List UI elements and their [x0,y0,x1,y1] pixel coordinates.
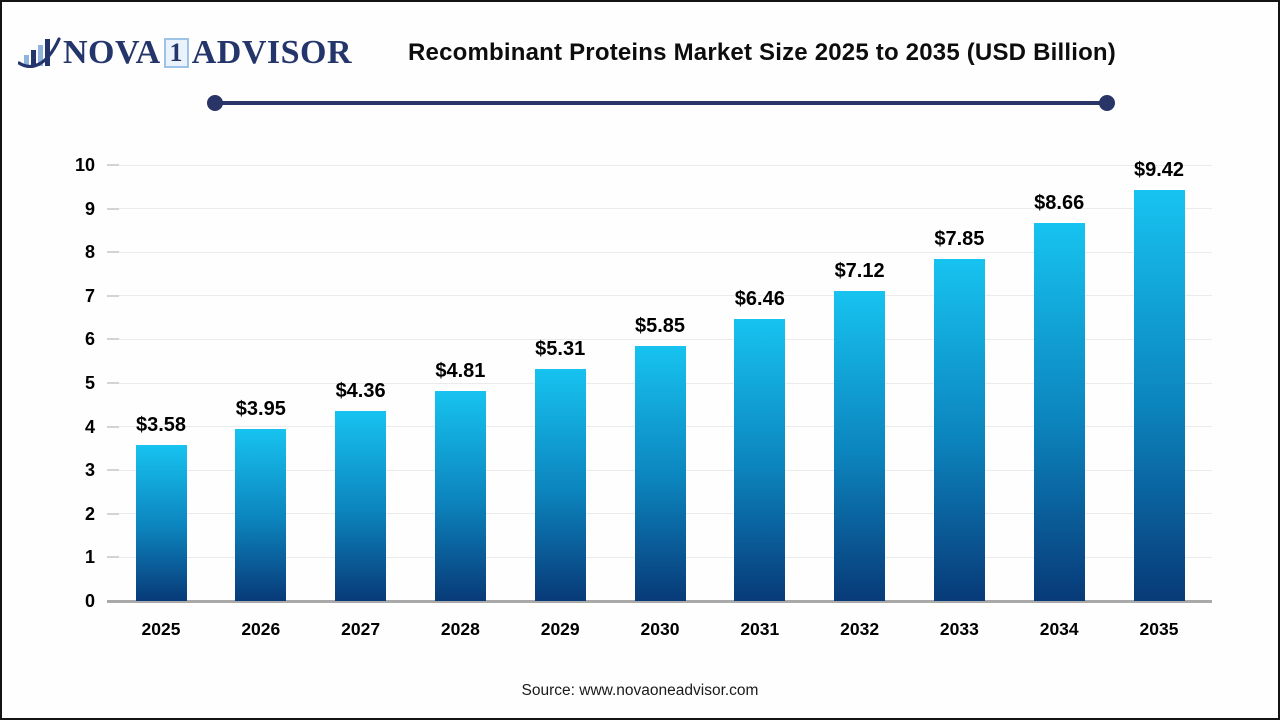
logo: NOVA 1 ADVISOR [18,32,352,74]
bar [434,391,486,601]
y-tick-label: 4 [84,416,95,437]
bar-value-label: $9.42 [1133,159,1185,182]
bar [335,410,387,601]
y-tick-label: 0 [84,591,95,611]
y-tick-label: 5 [84,373,95,393]
logo-one-badge: 1 [163,38,189,68]
bar [734,319,786,601]
divider-dot-right [1099,95,1115,111]
x-tick-label: 2035 [1139,619,1179,639]
y-axis-tick [107,425,119,428]
gridline [107,251,1212,253]
y-tick-label: 7 [84,285,95,306]
y-axis-tick [107,556,119,559]
gridline [107,338,1212,340]
bar-value-label: $3.58 [135,413,187,436]
x-tick-label: 2029 [540,619,580,639]
bar-value-label: $4.81 [435,360,486,383]
bar-value-label: $3.95 [235,397,286,420]
y-axis-tick [107,207,119,210]
page-title: Recombinant Proteins Market Size 2025 to… [408,39,1116,66]
y-axis-tick [107,338,119,341]
bar [135,444,187,601]
bar-value-label: $5.85 [634,314,686,337]
x-tick-label: 2030 [640,619,680,639]
y-tick-label: 8 [84,242,95,263]
bar-value-label: $7.12 [834,259,885,282]
bar-value-label: $5.31 [535,338,586,361]
x-tick-label: 2034 [1039,619,1079,639]
source-text: Source: www.novaoneadvisor.com [521,682,759,699]
x-axis-baseline [107,600,1212,603]
bar [634,345,686,601]
bar [235,428,287,601]
bar [534,369,586,601]
y-tick-label: 1 [84,547,95,568]
y-axis-tick [107,164,119,166]
gridline [107,208,1212,210]
y-axis-tick [107,512,119,515]
bar-value-label: $4.36 [335,379,386,402]
bar-value-label: $7.85 [934,227,985,250]
x-tick-label: 2031 [740,619,780,639]
y-tick-label: 10 [74,155,95,175]
x-tick-label: 2027 [341,619,381,639]
x-tick-label: 2026 [241,619,281,639]
y-axis-tick [107,469,119,472]
bar [834,290,886,601]
bar-value-label: $8.66 [1034,192,1085,215]
logo-text: NOVA 1 ADVISOR [63,36,352,70]
gridline [107,164,1212,166]
logo-bar-chart-icon [18,37,61,68]
y-axis-tick [107,382,119,384]
y-tick-label: 2 [84,503,95,524]
y-tick-label: 3 [84,460,95,481]
title-divider-line [215,101,1107,105]
x-tick-label: 2028 [440,619,480,639]
gridline [107,295,1212,297]
logo-text-nova: NOVA [63,34,161,71]
x-tick-label: 2032 [840,619,880,639]
logo-text-advisor: ADVISOR [191,34,353,71]
divider-dot-left [207,95,223,111]
y-tick-label: 6 [84,329,95,350]
bar [933,258,985,601]
bar [1133,190,1185,601]
y-tick-label: 9 [84,198,95,219]
x-tick-label: 2033 [939,619,979,639]
bar [1033,223,1085,601]
bar-value-label: $6.46 [734,288,785,311]
x-tick-label: 2025 [141,619,181,639]
y-axis-tick [107,294,119,297]
y-axis-tick [107,251,119,254]
